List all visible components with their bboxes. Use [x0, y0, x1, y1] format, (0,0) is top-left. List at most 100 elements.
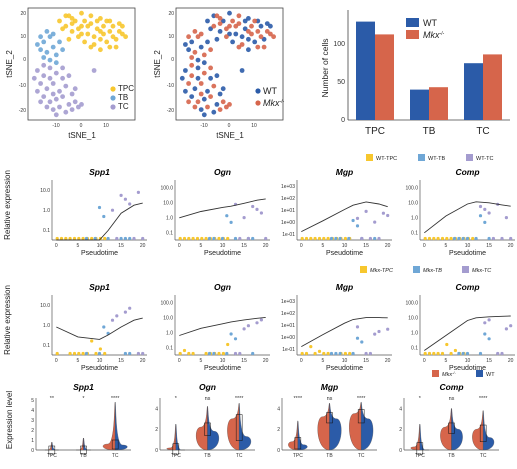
pseudotime-point — [251, 236, 255, 241]
pseudotime-ytick: 0.1 — [43, 343, 50, 349]
violin-box — [294, 437, 302, 450]
pseudotime-ytick: 100.0 — [160, 186, 173, 192]
tsne-point — [82, 18, 87, 24]
tsne-point — [258, 23, 264, 29]
pseudotime-point — [364, 209, 368, 213]
pseudotime-point — [220, 236, 225, 241]
violin-ytick: 5 — [31, 398, 34, 404]
pseudotime-panel-title: Ogn — [214, 167, 231, 177]
pseudotime-point — [136, 351, 140, 356]
pseudotime-point — [432, 236, 436, 241]
pseudotime-point — [204, 351, 208, 356]
pseudotime-point — [255, 321, 259, 325]
violin-significance-label: * — [175, 396, 178, 402]
pseudotime-point — [304, 236, 309, 241]
tsne-genotype-ytick: 0 — [171, 57, 174, 63]
tsne-point — [249, 23, 254, 29]
violin-half-wt — [115, 401, 128, 451]
pseudotime-point — [465, 236, 470, 241]
tsne-point — [186, 99, 192, 105]
legend-swatch-wt-tpc — [366, 154, 373, 161]
tsne-point — [94, 26, 100, 32]
tsne-point — [252, 39, 258, 45]
pseudotime-point — [457, 351, 461, 356]
pseudotime-xlabel: Pseudotime — [204, 365, 241, 372]
tsne-point — [110, 23, 116, 29]
pseudotime-ytick: 1e+01 — [281, 208, 295, 214]
tsne-point — [214, 36, 220, 42]
tsne-point — [38, 47, 43, 53]
pseudotime-xlabel: Pseudotime — [81, 250, 118, 257]
pseudotime-point — [246, 236, 250, 241]
tsne-point — [57, 104, 62, 110]
pseudotime-point — [195, 236, 200, 241]
violin-half-mkx — [472, 410, 484, 451]
pseudotime-ytick: 1.0 — [166, 216, 173, 222]
tsne-point — [217, 16, 223, 21]
pseudotime-xtick: 5 — [200, 358, 203, 364]
violin-half-mkx — [75, 437, 84, 451]
tsne-cluster-panel: tSNE_1 tSNE_2 -10 0 10 20 10 0 -10 -20 T… — [5, 7, 136, 140]
pseudotime-point — [491, 236, 495, 241]
pseudotime-ytick: 10.0 — [40, 303, 50, 309]
tsne-point — [38, 34, 43, 40]
tsne-point — [246, 47, 251, 53]
violin-category-label: TB — [326, 453, 333, 459]
pseudotime-trend-curve — [179, 316, 266, 336]
pseudotime-point — [251, 351, 255, 356]
pseudotime-point — [300, 236, 304, 241]
tsne-cluster-ytick: -20 — [19, 108, 26, 114]
pseudotime-point — [217, 351, 221, 356]
pseudotime-xtick: 0 — [178, 358, 181, 364]
tsne-point — [123, 34, 128, 40]
bar — [375, 34, 394, 120]
bar-ylabel: Number of cells — [320, 38, 330, 97]
tsne-point — [201, 96, 207, 102]
tsne-genotype-xtick: 0 — [228, 123, 231, 129]
pseudotime-point — [115, 236, 119, 241]
tsne-point — [183, 88, 188, 94]
pseudotime-point — [81, 351, 85, 356]
pseudotime-xtick: 15 — [118, 358, 124, 364]
pseudotime-ytick: 100.0 — [160, 301, 173, 307]
violin-ytick: 2 — [31, 428, 34, 434]
bar-ytick: 50 — [337, 79, 345, 86]
pseudotime-point — [229, 332, 233, 336]
tsne-point — [44, 29, 50, 34]
pseudotime-point — [115, 314, 119, 318]
pseudotime-xtick: 20 — [508, 243, 514, 249]
pseudotime-point — [141, 236, 145, 241]
tsne-point — [69, 107, 75, 112]
tsne-point — [107, 44, 113, 50]
violin-half-wt — [175, 423, 186, 451]
tsne-point — [38, 81, 43, 86]
pseudotime-ytick: 1e+00 — [281, 335, 295, 341]
pseudotime-point — [55, 351, 59, 356]
legend-mkx-sup: -/- — [452, 370, 456, 375]
pseudotime-xtick: 10 — [97, 243, 103, 249]
pseudotime-panel-title: Spp1 — [89, 167, 110, 177]
tsne-point — [236, 44, 242, 50]
bar-ytick: 100 — [333, 41, 345, 48]
pseudotime-xtick: 10 — [220, 243, 226, 249]
pseudotime-point — [103, 351, 107, 356]
pseudotime-xtick: 5 — [445, 358, 448, 364]
tsne-cluster-ylabel: tSNE_2 — [5, 50, 14, 78]
tsne-point — [69, 91, 75, 97]
violin-box — [204, 422, 211, 436]
tsne-point — [47, 99, 53, 105]
tsne-point — [60, 94, 65, 99]
pseudotime-trend-curve — [301, 317, 388, 347]
pseudotime-ytick: 1.0 — [43, 208, 50, 214]
tsne-point — [72, 86, 78, 92]
violin-half-wt — [483, 410, 495, 451]
pseudotime-point — [110, 208, 115, 212]
pseudotime-point — [182, 348, 187, 353]
legend-label-wt-tpc: WT-TPC — [376, 156, 397, 162]
pseudotime-point — [217, 236, 221, 241]
pseudotime-point — [128, 202, 132, 206]
tsne-point — [192, 29, 198, 34]
violin-half-wt — [419, 423, 430, 451]
pseudotime-point — [251, 204, 255, 209]
tsne-point — [211, 109, 217, 115]
